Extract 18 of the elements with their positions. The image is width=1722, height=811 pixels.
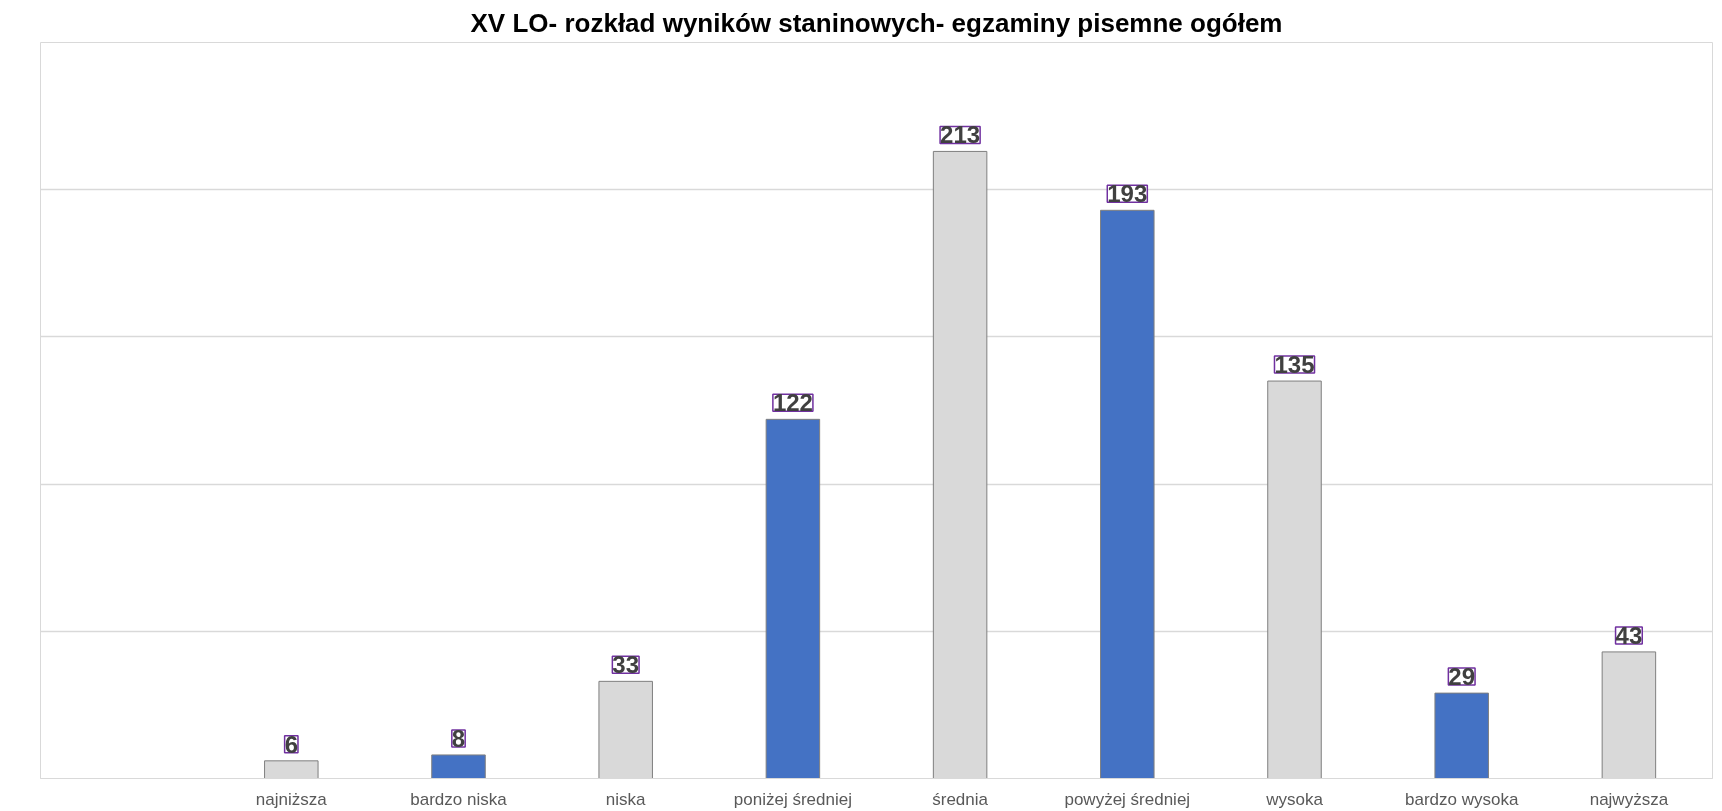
data-label: 135	[1274, 351, 1315, 379]
x-tick-label: niska	[605, 789, 647, 809]
data-label: 122	[772, 389, 813, 417]
x-tick-label: powyżej średniej	[1064, 789, 1191, 809]
x-tick-label: najniższa	[255, 789, 328, 809]
data-label: 43	[1615, 621, 1643, 649]
x-tick-label: bardzo wysoka	[1405, 789, 1519, 809]
x-tick-label: średnia	[932, 789, 989, 809]
bar	[431, 754, 486, 779]
x-tick-label: wysoka	[1265, 789, 1324, 809]
chart-title: XV LO- rozkład wyników staninowych- egzaminy pisemne ogółem	[470, 7, 1283, 38]
bar	[765, 418, 821, 779]
x-tick-label: najwyższa	[1589, 789, 1669, 809]
data-label: 193	[1107, 180, 1148, 208]
x-tick-label: poniżej średniej	[733, 789, 852, 809]
bar	[1434, 692, 1489, 779]
bar	[1100, 209, 1155, 779]
x-tick-label: bardzo niska	[410, 789, 508, 809]
